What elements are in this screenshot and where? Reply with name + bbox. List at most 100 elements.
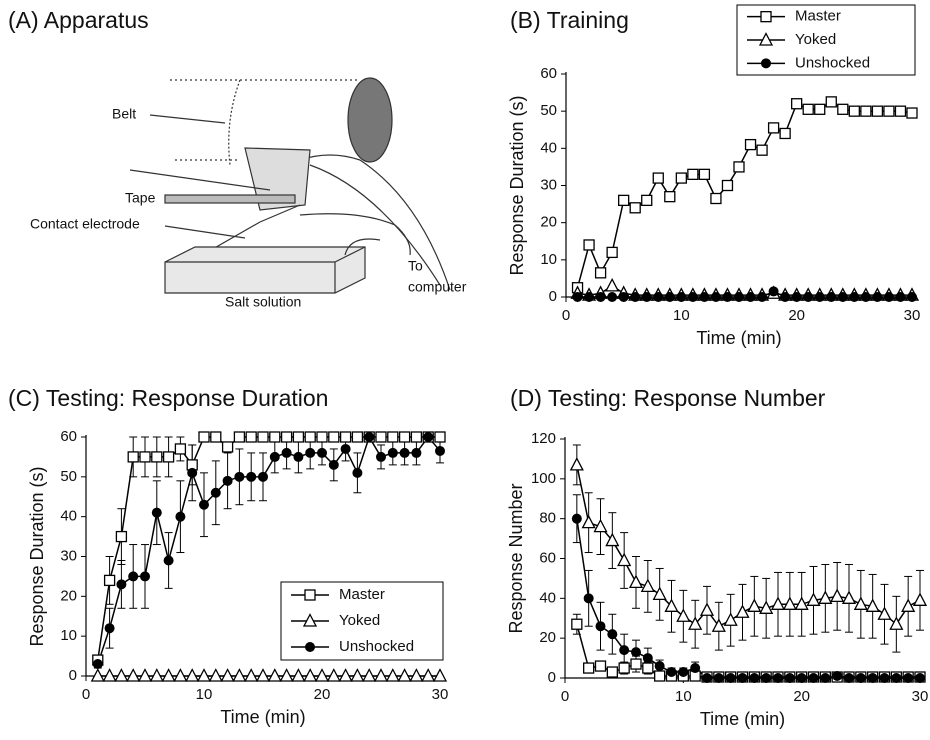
marker	[747, 598, 762, 612]
marker	[722, 292, 733, 302]
marker	[702, 673, 712, 683]
marker	[630, 658, 642, 670]
chart-title: (D) Testing: Response Number	[510, 385, 826, 411]
x-tick-label: 20	[314, 686, 331, 703]
marker	[710, 192, 722, 205]
marker	[855, 673, 866, 683]
marker	[210, 431, 222, 443]
marker	[421, 668, 436, 682]
y-tick-label: 60	[60, 428, 77, 445]
marker	[826, 292, 837, 302]
marker	[640, 578, 655, 593]
marker	[631, 647, 641, 658]
marker	[889, 616, 904, 630]
marker	[883, 105, 895, 117]
marker	[865, 598, 880, 612]
x-axis-label: Time (min)	[700, 709, 785, 729]
marker	[808, 673, 819, 683]
marker	[641, 292, 652, 302]
marker	[398, 431, 411, 443]
legend-label: Unshocked	[339, 638, 414, 655]
y-axis-label: Response Duration (s)	[27, 466, 47, 646]
marker	[196, 668, 212, 682]
marker	[721, 179, 734, 192]
marker	[305, 447, 316, 458]
y-tick-label: 50	[540, 102, 557, 119]
y-tick-label: 0	[548, 669, 556, 686]
x-tick-label: 20	[793, 688, 810, 705]
marker	[879, 673, 890, 683]
y-tick-label: 0	[549, 288, 557, 305]
marker	[711, 618, 726, 632]
legend-label: Master	[339, 586, 385, 603]
y-axis-label: Response Duration (s)	[507, 95, 527, 275]
marker	[279, 668, 294, 682]
marker	[221, 441, 234, 453]
marker	[581, 514, 596, 529]
marker	[90, 668, 105, 682]
marker	[872, 292, 883, 302]
marker	[257, 431, 269, 443]
marker	[161, 668, 176, 682]
chart-title: (C) Testing: Response Duration	[8, 385, 328, 411]
marker	[749, 673, 760, 683]
legend-label: Yoked	[339, 612, 380, 629]
marker	[773, 673, 783, 683]
x-axis-label: Time (min)	[696, 328, 781, 348]
marker	[304, 431, 316, 443]
tube-curve-inner	[309, 164, 441, 286]
marker	[115, 530, 128, 543]
legend-label: Unshocked	[795, 54, 870, 71]
marker	[220, 668, 235, 682]
x-tick-label: 0	[562, 307, 570, 324]
marker	[397, 668, 412, 682]
marker	[678, 667, 689, 678]
y-tick-label: 20	[60, 587, 77, 604]
marker	[317, 447, 327, 458]
y-tick-label: 50	[60, 468, 77, 485]
marker	[281, 447, 292, 458]
marker	[373, 668, 389, 682]
marker	[269, 451, 280, 462]
marker	[232, 668, 247, 682]
marker	[208, 668, 223, 682]
label: Belt	[112, 106, 136, 122]
marker	[595, 292, 606, 302]
marker	[688, 616, 703, 630]
y-tick-label: 60	[539, 549, 556, 566]
marker	[375, 431, 387, 443]
y-tick-label: 40	[540, 139, 557, 156]
marker	[713, 673, 724, 683]
marker	[617, 552, 632, 567]
marker	[710, 292, 721, 302]
panel-title: (A) Apparatus	[8, 7, 149, 33]
marker	[912, 592, 928, 606]
marker	[796, 673, 807, 683]
marker	[830, 588, 845, 602]
marker	[895, 292, 906, 302]
marker	[114, 668, 129, 682]
apparatus-diagram: (A) Apparatus Belt Tape Contact electrod…	[8, 7, 467, 310]
marker	[314, 668, 330, 682]
marker	[906, 107, 918, 119]
marker	[595, 621, 606, 632]
marker	[803, 292, 814, 302]
marker	[267, 668, 282, 682]
marker	[642, 653, 653, 664]
salt-box-edge	[334, 246, 366, 263]
marker	[258, 471, 268, 482]
y-axis-label: Response Number	[506, 483, 526, 633]
marker	[619, 645, 630, 656]
label: Tape	[125, 190, 156, 206]
marker	[760, 11, 772, 23]
marker	[849, 292, 860, 302]
marker	[126, 668, 141, 682]
marker	[339, 431, 352, 443]
y-tick-label: 0	[69, 667, 77, 684]
x-tick-label: 10	[196, 686, 213, 703]
marker	[410, 431, 423, 443]
marker	[305, 642, 315, 652]
tube-curve	[299, 154, 451, 291]
marker	[606, 246, 618, 259]
